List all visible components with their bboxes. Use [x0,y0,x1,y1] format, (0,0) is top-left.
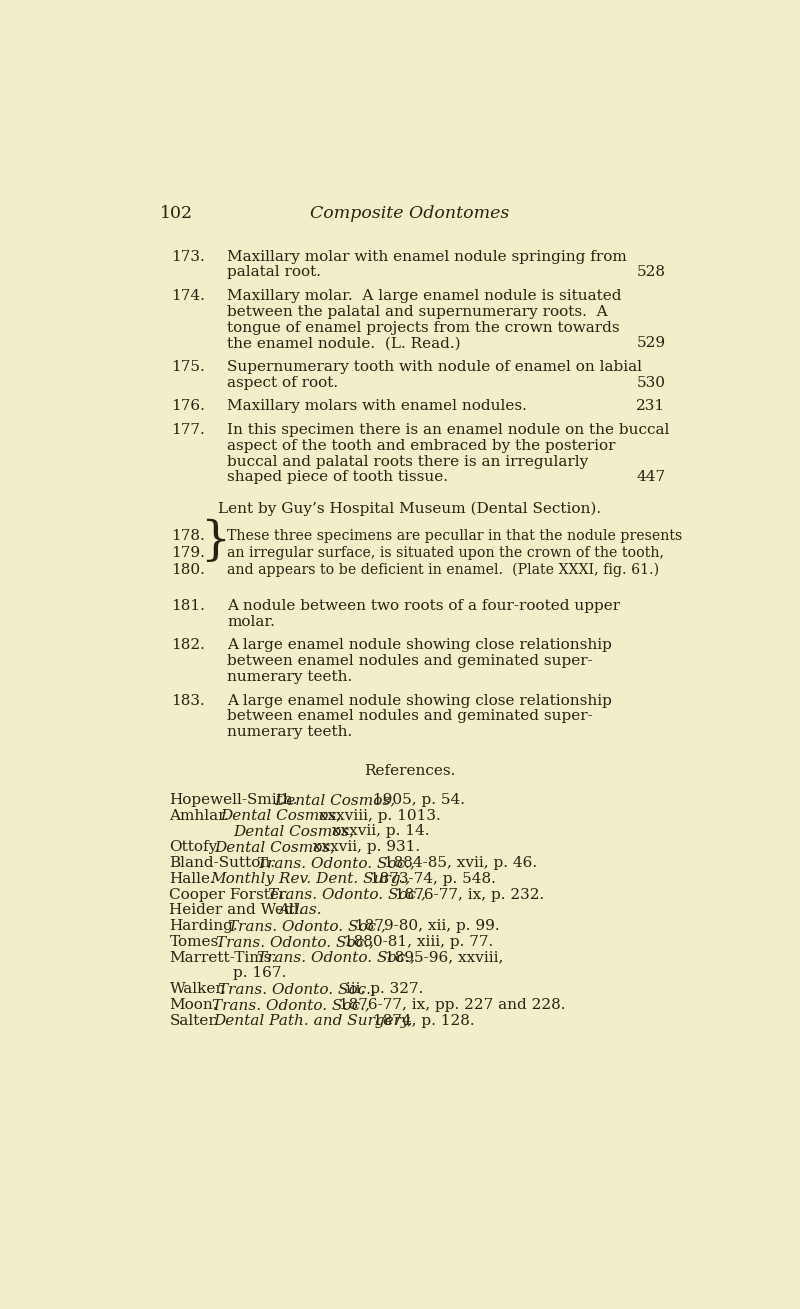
Text: Trans. Odonto. Soc.,: Trans. Odonto. Soc., [227,919,386,933]
Text: Maxillary molar with enamel nodule springing from: Maxillary molar with enamel nodule sprin… [227,250,627,263]
Text: between the palatal and supernumerary roots.  A: between the palatal and supernumerary ro… [227,305,608,319]
Text: 231: 231 [636,399,666,414]
Text: Amhlar.: Amhlar. [170,809,229,822]
Text: 528: 528 [637,266,666,279]
Text: tongue of enamel projects from the crown towards: tongue of enamel projects from the crown… [227,321,620,335]
Text: 183.: 183. [171,694,205,707]
Text: numerary teeth.: numerary teeth. [227,670,352,683]
Text: 1876-77, ix, p. 232.: 1876-77, ix, p. 232. [390,888,544,902]
Text: Composite Odontomes: Composite Odontomes [310,206,510,223]
Text: 1884-85, xvii, p. 46.: 1884-85, xvii, p. 46. [379,856,537,870]
Text: 177.: 177. [171,423,205,437]
Text: 529: 529 [636,336,666,351]
Text: 176.: 176. [171,399,205,414]
Text: 179.: 179. [171,546,205,560]
Text: Atlas.: Atlas. [278,903,322,918]
Text: 1874, p. 128.: 1874, p. 128. [367,1013,474,1028]
Text: Trans. Odonto. Soc.,: Trans. Odonto. Soc., [268,888,426,902]
Text: xxxviii, p. 1013.: xxxviii, p. 1013. [314,809,442,822]
Text: Salter.: Salter. [170,1013,219,1028]
Text: Halle.: Halle. [170,872,215,886]
Text: Dental Cosmos,: Dental Cosmos, [221,809,342,822]
Text: A large enamel nodule showing close relationship: A large enamel nodule showing close rela… [227,694,612,707]
Text: 1905, p. 54.: 1905, p. 54. [368,793,465,806]
Text: In this specimen there is an enamel nodule on the buccal: In this specimen there is an enamel nodu… [227,423,670,437]
Text: Trans. Odonto. Soc.,: Trans. Odonto. Soc., [257,856,414,870]
Text: palatal root.: palatal root. [227,266,321,279]
Text: 178.: 178. [171,529,205,543]
Text: Maxillary molars with enamel nodules.: Maxillary molars with enamel nodules. [227,399,527,414]
Text: 447: 447 [636,470,666,484]
Text: Trans. Odonto. Soc.,: Trans. Odonto. Soc., [218,982,376,996]
Text: Lent by Guy’s Hospital Museum (Dental Section).: Lent by Guy’s Hospital Museum (Dental Se… [218,503,602,517]
Text: shaped piece of tooth tissue.: shaped piece of tooth tissue. [227,470,448,484]
Text: xxxvii, p. 14.: xxxvii, p. 14. [327,825,430,839]
Text: aspect of the tooth and embraced by the posterior: aspect of the tooth and embraced by the … [227,439,616,453]
Text: Trans. Odonto. Soc.,: Trans. Odonto. Soc., [258,950,415,965]
Text: A large enamel nodule showing close relationship: A large enamel nodule showing close rela… [227,639,612,652]
Text: 173.: 173. [171,250,205,263]
Text: 1879-80, xii, p. 99.: 1879-80, xii, p. 99. [350,919,499,933]
Text: xxxvii, p. 931.: xxxvii, p. 931. [308,840,420,855]
Text: between enamel nodules and geminated super-: between enamel nodules and geminated sup… [227,654,593,668]
Text: Dental Cosmos,: Dental Cosmos, [234,825,354,839]
Text: 182.: 182. [171,639,205,652]
Text: Hopewell-Smith.: Hopewell-Smith. [170,793,298,806]
Text: 181.: 181. [171,598,205,613]
Text: 102: 102 [160,206,194,223]
Text: References.: References. [364,764,456,779]
Text: Marrett-Tims.: Marrett-Tims. [170,950,277,965]
Text: and appears to be deficient in enamel.  (Plate XXXI, fig. 61.): and appears to be deficient in enamel. (… [227,563,659,577]
Text: Tomes.: Tomes. [170,935,223,949]
Text: }: } [200,518,230,564]
Text: numerary teeth.: numerary teeth. [227,725,352,740]
Text: an irregular surface, is situated upon the crown of the tooth,: an irregular surface, is situated upon t… [227,546,664,560]
Text: Dental Cosmos,: Dental Cosmos, [274,793,395,806]
Text: Dental Cosmos,: Dental Cosmos, [214,840,335,855]
Text: 1895-96, xxviii,: 1895-96, xxviii, [380,950,503,965]
Text: 180.: 180. [171,563,205,577]
Text: p. 167.: p. 167. [234,966,286,980]
Text: buccal and palatal roots there is an irregularly: buccal and palatal roots there is an irr… [227,454,588,469]
Text: iii, p. 327.: iii, p. 327. [341,982,423,996]
Text: Harding.: Harding. [170,919,238,933]
Text: Ottofy.: Ottofy. [170,840,221,855]
Text: Walker.: Walker. [170,982,226,996]
Text: the enamel nodule.  (L. Read.): the enamel nodule. (L. Read.) [227,336,461,351]
Text: 1873-74, p. 548.: 1873-74, p. 548. [365,872,496,886]
Text: 530: 530 [637,376,666,390]
Text: Maxillary molar.  A large enamel nodule is situated: Maxillary molar. A large enamel nodule i… [227,289,622,304]
Text: Supernumerary tooth with nodule of enamel on labial: Supernumerary tooth with nodule of ename… [227,360,642,374]
Text: 1880-81, xiii, p. 77.: 1880-81, xiii, p. 77. [338,935,493,949]
Text: Moon.: Moon. [170,997,218,1012]
Text: 174.: 174. [171,289,205,304]
Text: Heider and Wedl.: Heider and Wedl. [170,903,304,918]
Text: aspect of root.: aspect of root. [227,376,338,390]
Text: A nodule between two roots of a four-rooted upper: A nodule between two roots of a four-roo… [227,598,620,613]
Text: These three specimens are pecullar in that the nodule presents: These three specimens are pecullar in th… [227,529,682,543]
Text: Cooper Forster.: Cooper Forster. [170,888,290,902]
Text: 1876-77, ix, pp. 227 and 228.: 1876-77, ix, pp. 227 and 228. [334,997,566,1012]
Text: Bland-Sutton.: Bland-Sutton. [170,856,275,870]
Text: Monthly Rev. Dent. Surg.,: Monthly Rev. Dent. Surg., [210,872,410,886]
Text: molar.: molar. [227,615,275,628]
Text: Dental Path. and Surgery,: Dental Path. and Surgery, [213,1013,413,1028]
Text: between enamel nodules and geminated super-: between enamel nodules and geminated sup… [227,709,593,724]
Text: Trans. Odonto. Soc.,: Trans. Odonto. Soc., [216,935,374,949]
Text: 175.: 175. [171,360,205,374]
Text: Trans. Odonto. Soc.,: Trans. Odonto. Soc., [212,997,370,1012]
